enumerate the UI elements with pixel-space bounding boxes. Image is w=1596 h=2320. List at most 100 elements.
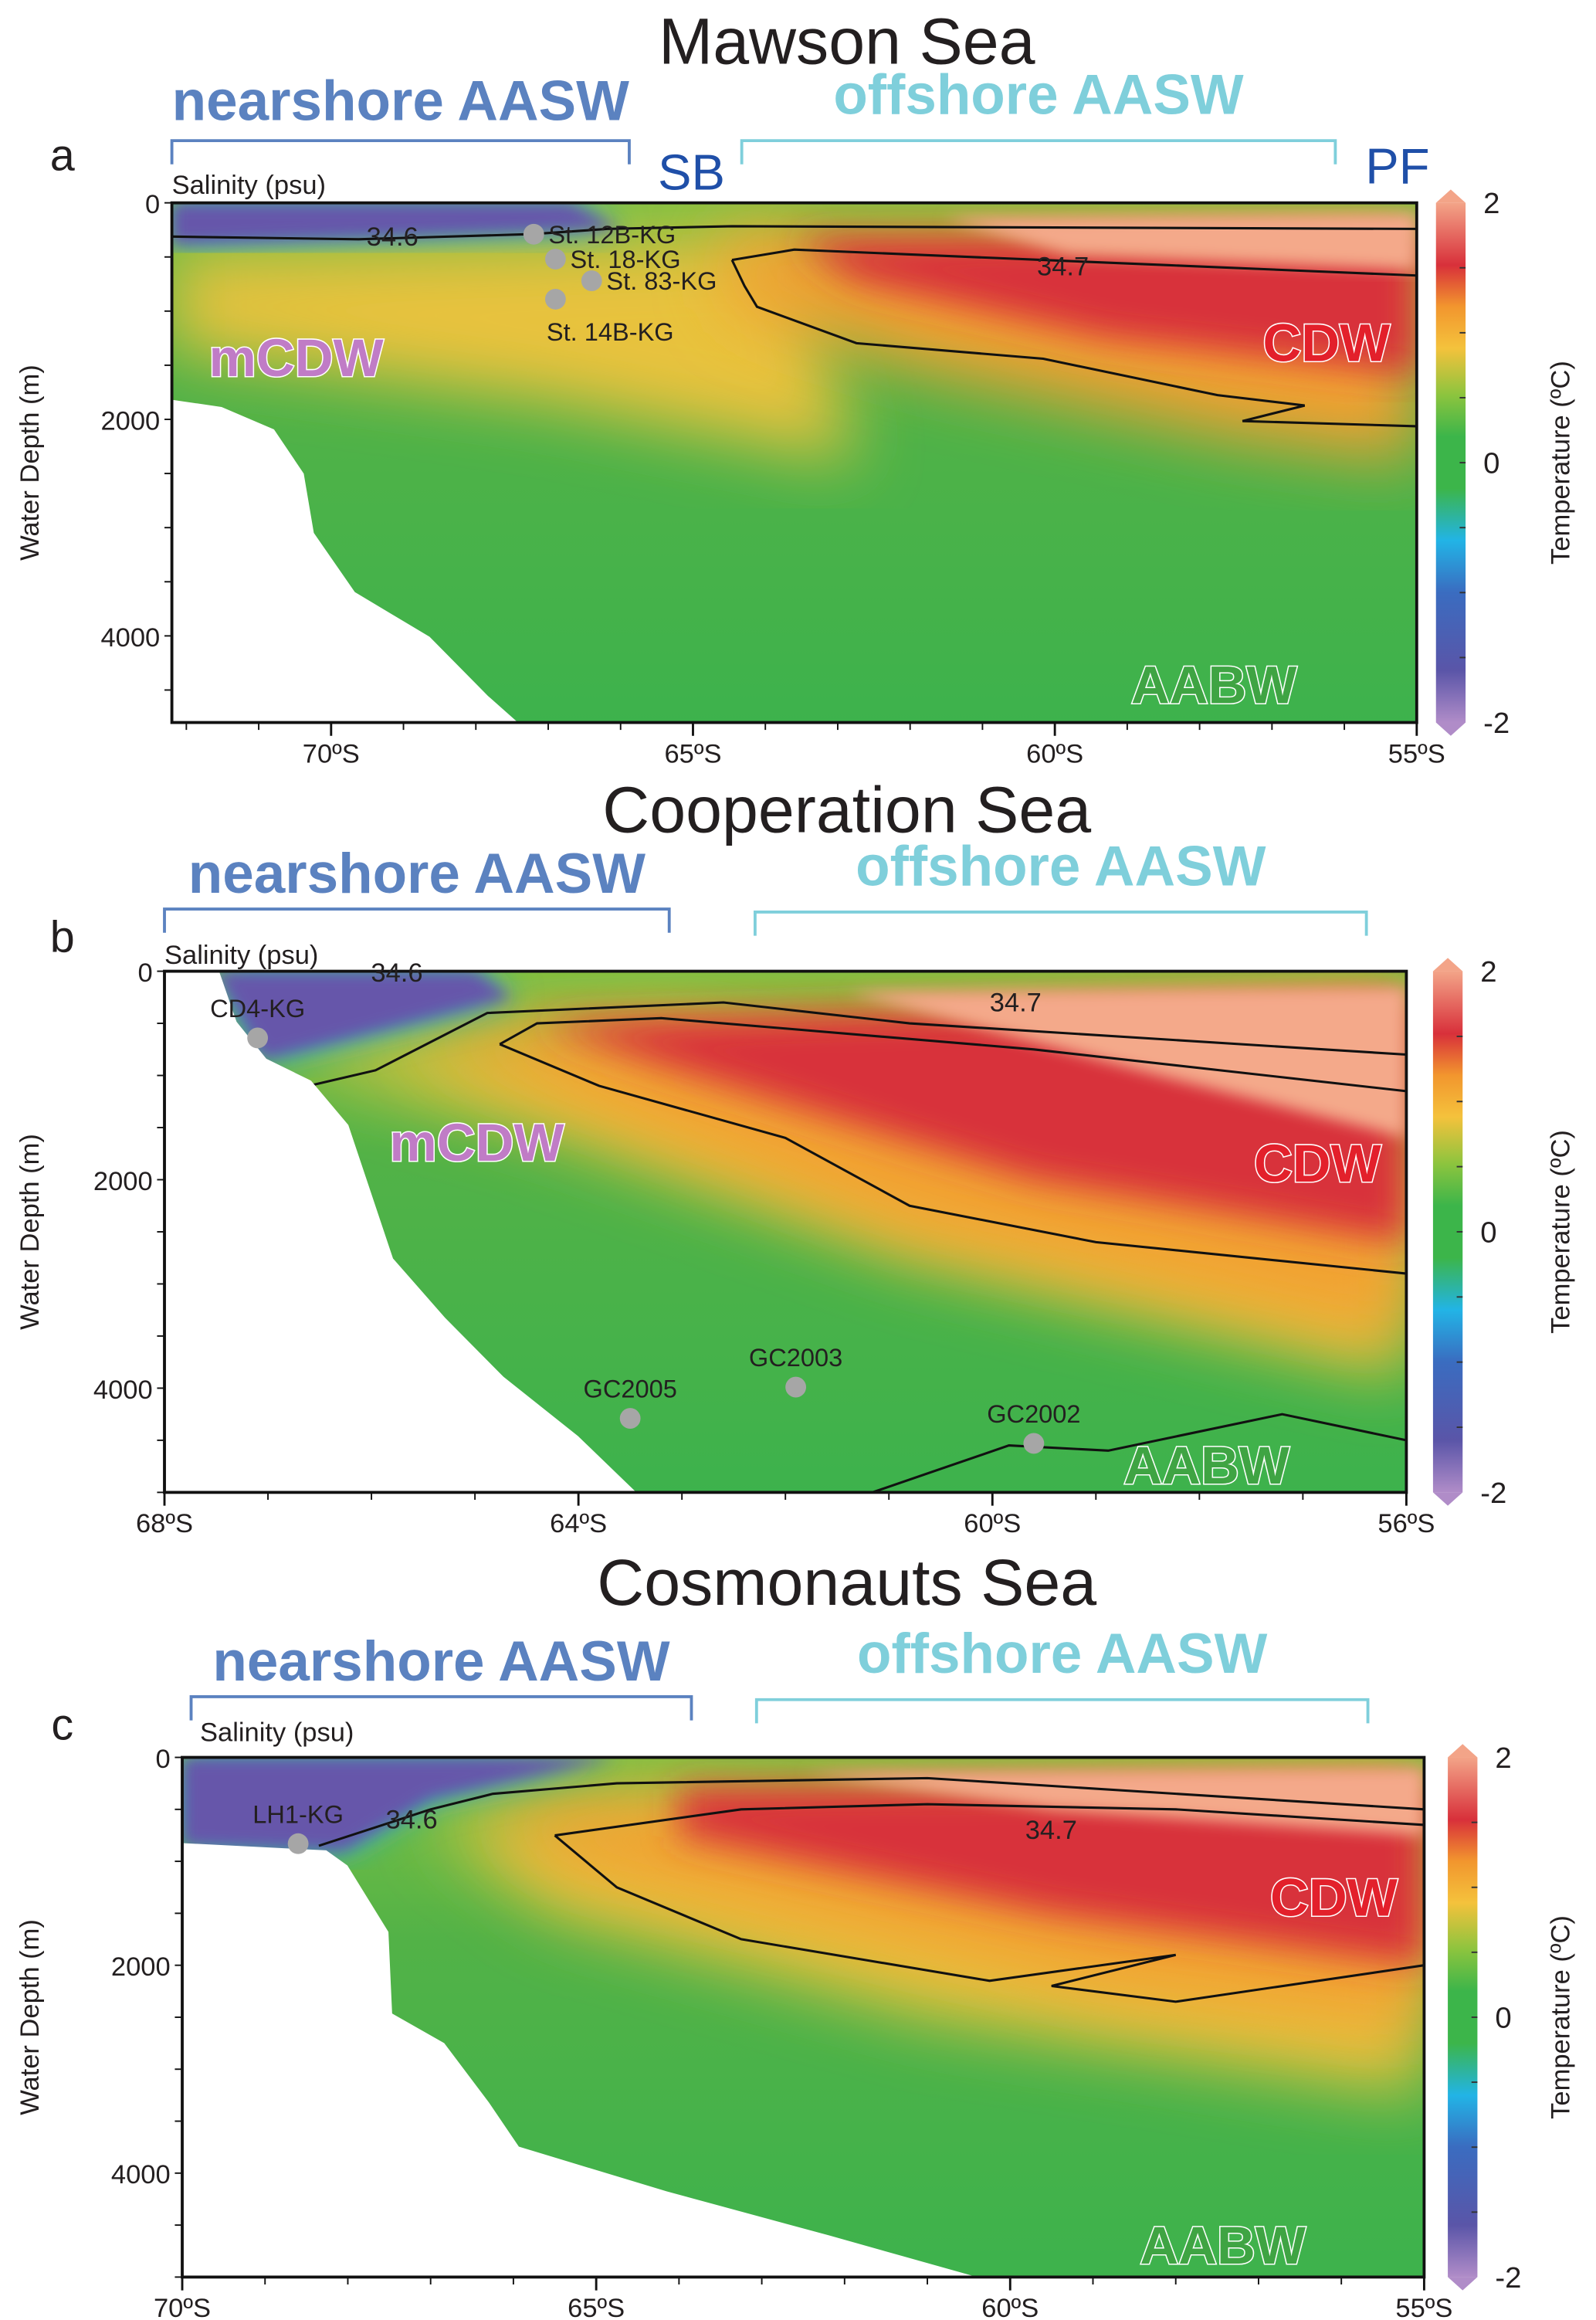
- station-label: St. 83-KG: [606, 267, 717, 295]
- colorbar-tick-label: 0: [1483, 446, 1499, 480]
- contour-label: 34.6: [386, 1806, 438, 1835]
- y-tick-label: 4000: [111, 2160, 171, 2189]
- nearshore-aasw-label: nearshore AASW: [188, 843, 646, 905]
- station-marker: [619, 1408, 641, 1429]
- water-mass-mcdw: mCDW: [389, 1113, 564, 1172]
- panel-letter: c: [51, 1701, 73, 1750]
- front-label-sb: SB: [658, 144, 725, 200]
- station-marker: [581, 270, 602, 291]
- contour-label: 34.6: [367, 222, 418, 252]
- x-tick-label: 65ºS: [568, 2294, 625, 2320]
- cdw-core: [679, 1783, 1425, 1966]
- surface-warm-zone: [847, 986, 1407, 1138]
- y-axis-label: Water Depth (m): [15, 1919, 45, 2115]
- y-tick-label: 0: [145, 190, 160, 219]
- colorbar-min-arrow: [1448, 2277, 1478, 2291]
- x-tick-label: 60ºS: [1026, 739, 1083, 768]
- cold-surface-water: [182, 1757, 617, 1851]
- station-marker: [287, 1833, 309, 1854]
- y-tick-label: 2000: [111, 1952, 171, 1982]
- station-label: GC2005: [583, 1375, 676, 1403]
- station-marker: [544, 249, 566, 270]
- panel-title: Cooperation Sea: [602, 773, 1091, 846]
- contour-label: 34.7: [1025, 1816, 1077, 1845]
- station-marker: [785, 1376, 807, 1398]
- colorbar-label: Temperature (ºC): [1546, 1915, 1575, 2119]
- x-tick-label: 70ºS: [154, 2294, 211, 2320]
- salinity-label: Salinity (psu): [172, 171, 326, 200]
- offshore-aasw-bracket: [740, 139, 1337, 165]
- salinity-contour: [730, 259, 1417, 428]
- cold-surface-water: [171, 202, 621, 245]
- nearshore-aasw-label: nearshore AASW: [212, 1630, 669, 1693]
- warm-zone-yellow: [171, 234, 857, 463]
- seafloor-mask: [164, 971, 637, 1493]
- x-tick-label: 65ºS: [664, 739, 721, 768]
- panel-title: Mawson Sea: [659, 5, 1035, 77]
- x-tick-label: 60ºS: [981, 2294, 1039, 2320]
- station-label: St. 18-KG: [571, 246, 681, 273]
- offshore-aasw-label: offshore AASW: [856, 835, 1266, 897]
- contour-label: 34.7: [1037, 253, 1089, 282]
- offshore-aasw-bracket: [754, 1698, 1370, 1724]
- nearshore-aasw-label: nearshore AASW: [172, 70, 629, 132]
- salinity-contour: [263, 1001, 1407, 1098]
- panel-letter: b: [50, 913, 75, 962]
- x-tick-label: 68ºS: [136, 1509, 193, 1538]
- surface-warm-zone: [803, 1767, 1425, 1836]
- water-mass-aabw: AABW: [1140, 2216, 1306, 2275]
- colorbar-tick-label: 2: [1483, 187, 1499, 220]
- y-tick-label: 4000: [93, 1375, 153, 1405]
- water-mass-cdw: CDW: [1262, 314, 1391, 373]
- water-mass-aabw: AABW: [1131, 656, 1297, 715]
- y-tick-label: 2000: [93, 1167, 153, 1196]
- panel-a: Mawson Sea a nearshore AASW offshore AASW SB…: [15, 5, 1575, 768]
- station-label: St. 12B-KG: [548, 221, 676, 249]
- salinity-contour: [499, 1016, 1407, 1093]
- x-tick-label: 60ºS: [964, 1509, 1021, 1538]
- colorbar-max-arrow: [1435, 189, 1466, 203]
- colorbar-tick-label: 0: [1495, 2001, 1511, 2034]
- y-tick-label: 4000: [101, 623, 161, 653]
- y-tick-label: 2000: [101, 406, 161, 436]
- station-label: St. 14B-KG: [547, 318, 674, 346]
- station-label: GC2003: [749, 1344, 842, 1372]
- water-mass-cdw: CDW: [1270, 1868, 1398, 1928]
- water-mass-cdw: CDW: [1254, 1134, 1382, 1193]
- salinity-label: Salinity (psu): [164, 941, 318, 970]
- nearshore-aasw-bracket: [189, 1695, 693, 1721]
- salinity-contour: [731, 248, 1417, 277]
- x-tick-label: 56ºS: [1377, 1509, 1435, 1538]
- front-label-pf: PF: [1365, 138, 1429, 195]
- colorbar-tick-label: -2: [1483, 707, 1510, 740]
- offshore-aasw-bracket: [753, 910, 1368, 936]
- temperature-field: [171, 202, 1417, 723]
- y-axis-label: Water Depth (m): [15, 1134, 45, 1330]
- station-marker: [247, 1027, 269, 1049]
- x-tick-label: 70ºS: [303, 739, 360, 768]
- contour-label: 34.7: [990, 988, 1042, 1017]
- contour-label: 34.6: [371, 958, 422, 988]
- colorbar-min-arrow: [1435, 722, 1466, 736]
- water-mass-mcdw: mCDW: [209, 328, 385, 388]
- salinity-contour: [554, 1803, 1425, 1837]
- salinity-contour: [318, 1776, 1425, 1847]
- water-mass-aabw: AABW: [1123, 1436, 1289, 1495]
- station-marker: [1023, 1433, 1045, 1454]
- salinity-contour: [499, 1043, 1407, 1275]
- colorbar-max-arrow: [1432, 958, 1463, 972]
- salinity-contour: [872, 1413, 1407, 1493]
- offshore-aasw-label: offshore AASW: [833, 64, 1244, 127]
- salinity-contour: [554, 1834, 1425, 2003]
- x-tick-label: 64ºS: [550, 1509, 607, 1538]
- colorbar-tick-label: -2: [1495, 2261, 1521, 2295]
- nearshore-aasw-bracket: [170, 139, 631, 165]
- x-tick-label: 55ºS: [1388, 739, 1445, 768]
- colorbar-tick-label: 2: [1495, 1742, 1511, 1775]
- temperature-field: [182, 1757, 1425, 2278]
- panel-b: Cooperation Sea b nearshore AASW offshore A…: [15, 773, 1575, 1538]
- station-label: LH1-KG: [252, 1800, 344, 1828]
- station-label: CD4-KG: [210, 995, 305, 1023]
- panel-title: Cosmonauts Sea: [597, 1546, 1096, 1619]
